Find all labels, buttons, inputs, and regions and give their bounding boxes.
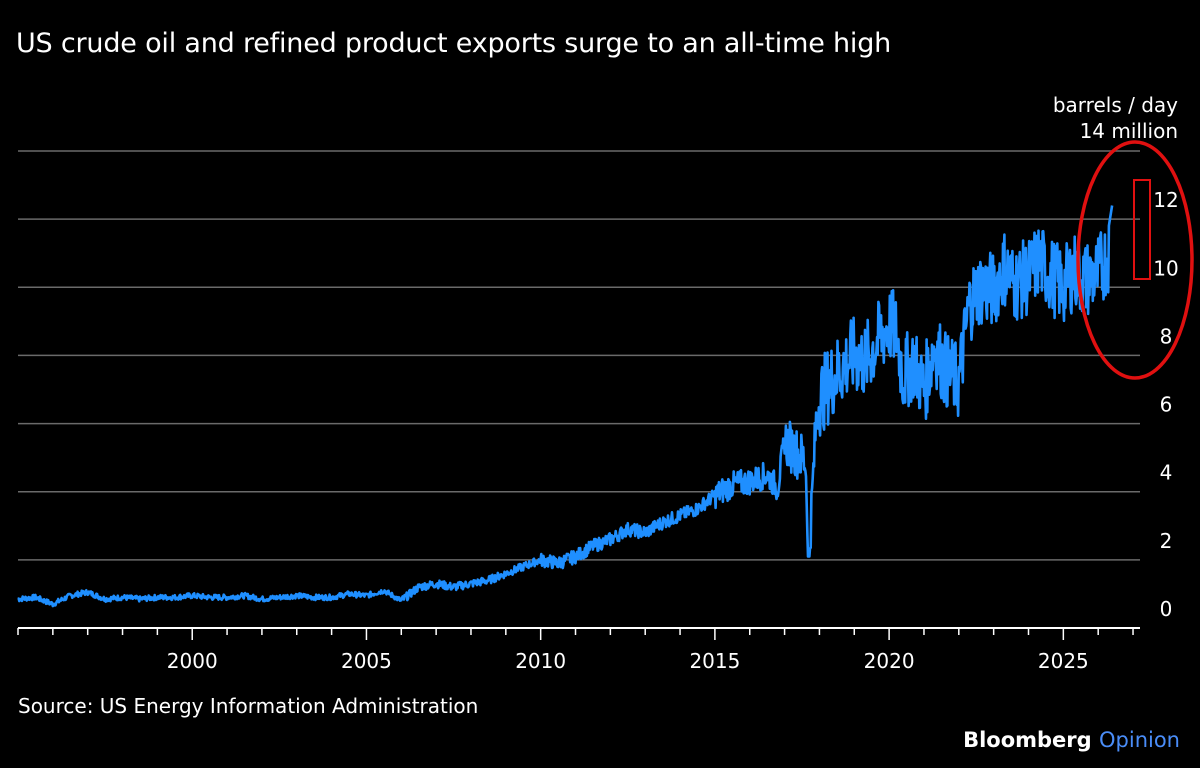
- series-line: [17, 205, 1114, 608]
- y-tick-label-0: 0: [1160, 597, 1173, 621]
- brand-suffix: Opinion: [1099, 728, 1180, 752]
- annotations: [1076, 140, 1194, 380]
- x-tick-label-2005: 2005: [341, 649, 392, 673]
- highlight-rectangle: [1133, 179, 1151, 280]
- x-tick-label-2010: 2010: [515, 649, 566, 673]
- tick-labels: 2000 2005 2010 2015 2020 2025 0 2 4 6 8 10 12: [167, 188, 1179, 673]
- unit-label-line-1: barrels / day: [1052, 93, 1178, 117]
- y-tick-label-8: 8: [1160, 324, 1173, 348]
- x-tick-label-2020: 2020: [864, 649, 915, 673]
- y-tick-label-2: 2: [1160, 529, 1173, 553]
- gridlines: [18, 150, 1140, 561]
- x-tick-label-2015: 2015: [689, 649, 740, 673]
- source-note: Source: US Energy Information Administra…: [18, 694, 479, 718]
- y-axis-unit-label: barrels / day 14 million: [1053, 92, 1178, 144]
- unit-label-line-2: 14 million: [1079, 119, 1178, 143]
- highlight-ellipse: [1076, 140, 1194, 380]
- brand-logo: Bloomberg Opinion: [963, 728, 1180, 752]
- x-tick-label-2000: 2000: [167, 649, 218, 673]
- x-tick-label-2025: 2025: [1038, 649, 1089, 673]
- series-layer: [17, 205, 1114, 608]
- y-tick-label-4: 4: [1160, 461, 1173, 485]
- chart-title: US crude oil and refined product exports…: [16, 28, 892, 59]
- x-axis: [17, 627, 1140, 640]
- y-tick-label-10: 10: [1153, 256, 1178, 280]
- y-tick-label-12: 12: [1153, 188, 1178, 212]
- y-tick-label-6: 6: [1160, 393, 1173, 417]
- brand-name: Bloomberg: [963, 728, 1092, 752]
